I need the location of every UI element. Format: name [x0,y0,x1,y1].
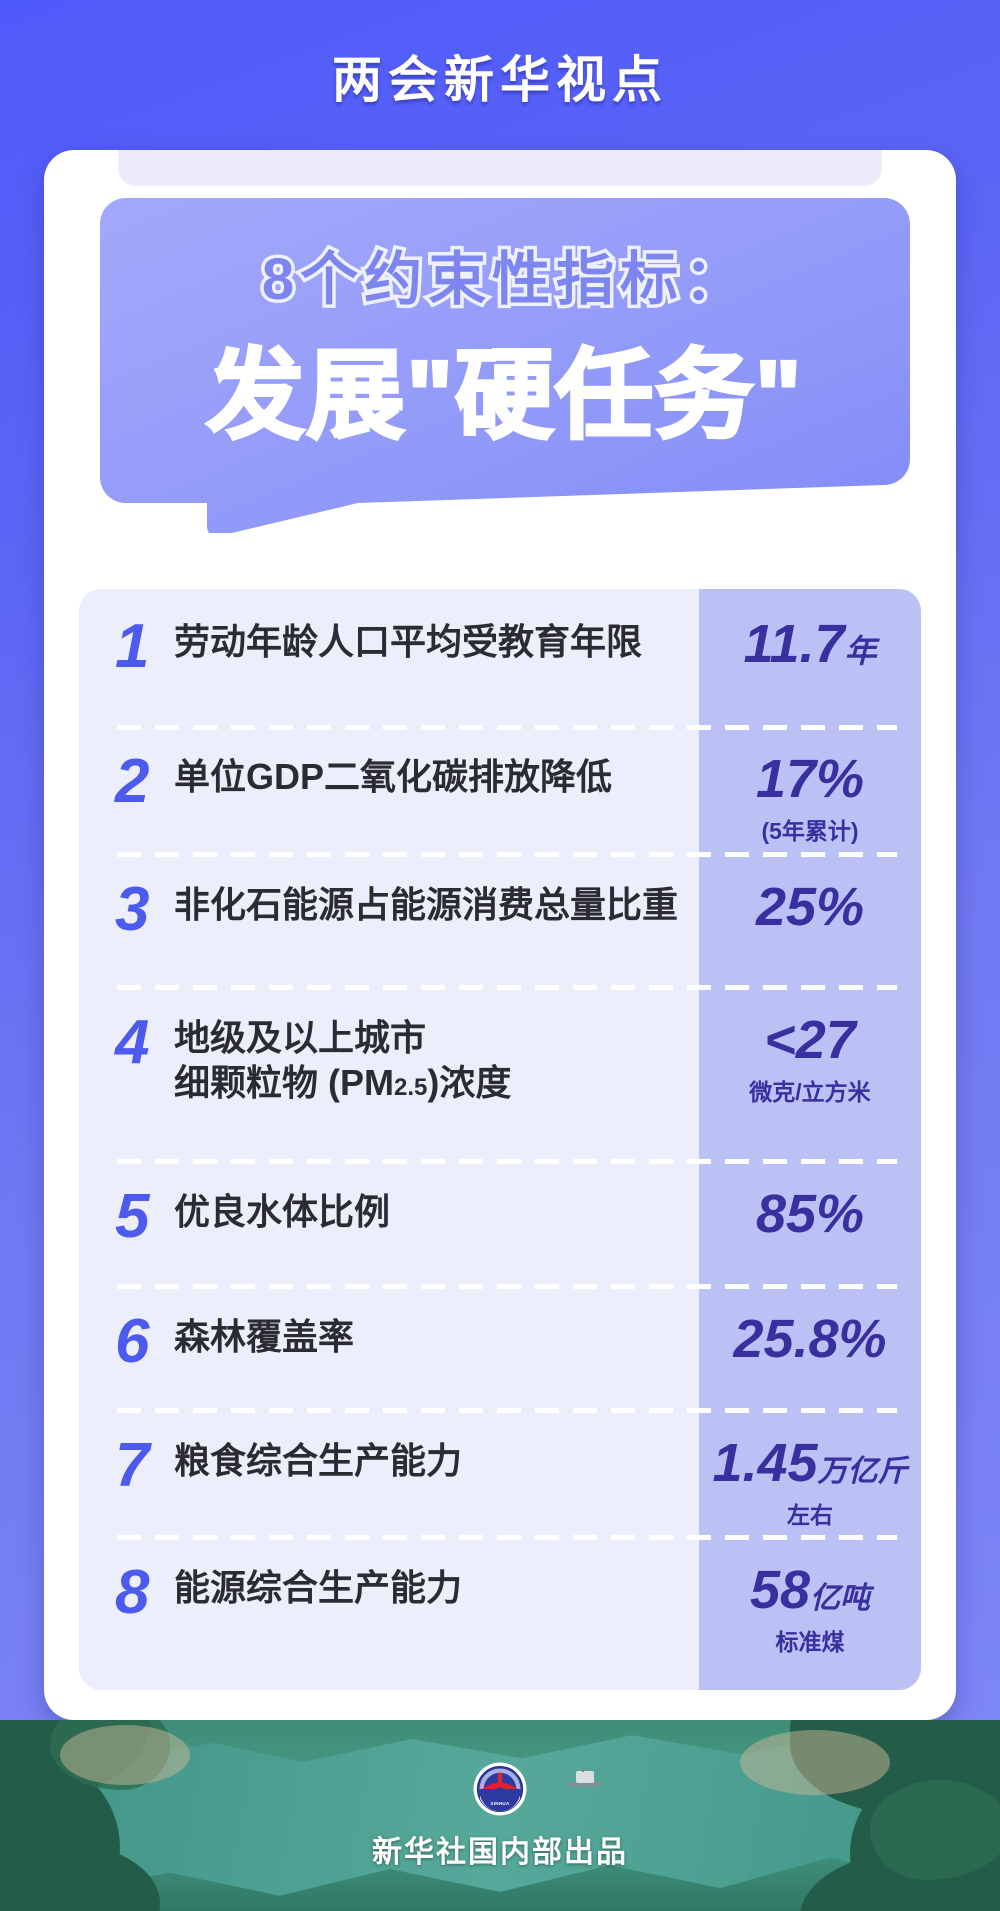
svg-text:XINHUA: XINHUA [490,1801,510,1806]
